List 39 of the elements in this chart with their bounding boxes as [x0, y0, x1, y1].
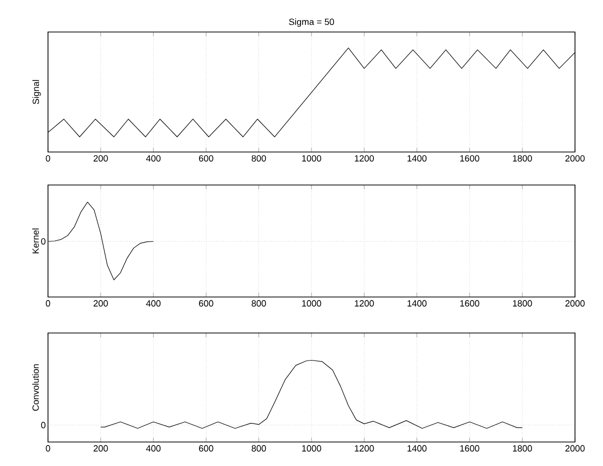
x-tick-label: 400 — [146, 300, 161, 307]
x-tick-label: 400 — [146, 155, 161, 162]
x-tick-label: 1800 — [512, 155, 532, 162]
x-tick-label: 1400 — [408, 300, 427, 307]
x-tick-label: 600 — [199, 155, 214, 162]
chart-title: Sigma = 50 — [289, 18, 334, 27]
y-axis-title: Kernel — [32, 228, 39, 254]
x-tick-label: 600 — [199, 300, 214, 307]
x-tick-label: 600 — [199, 445, 214, 452]
x-tick-label: 800 — [252, 445, 266, 452]
x-tick-label: 1200 — [354, 445, 374, 452]
x-tick-label: 1000 — [302, 155, 322, 162]
x-tick-label: 1000 — [302, 445, 322, 452]
x-tick-label: 800 — [252, 300, 266, 307]
ref-line-label: 0 — [41, 238, 46, 245]
x-tick-label: 2000 — [565, 445, 585, 452]
x-tick-label: 0 — [46, 155, 50, 162]
x-tick-label: 200 — [94, 155, 108, 162]
x-tick-label: 2000 — [565, 155, 585, 162]
ref-line-label: 0 — [41, 422, 46, 428]
x-tick-label: 1600 — [460, 155, 480, 162]
x-tick-label: 200 — [94, 300, 108, 307]
x-tick-label: 1600 — [460, 445, 480, 452]
x-tick-label: 1200 — [354, 155, 374, 162]
x-tick-label: 0 — [46, 300, 50, 307]
y-axis-title: Signal — [32, 80, 41, 104]
x-tick-label: 1400 — [408, 445, 427, 452]
x-tick-label: 1000 — [302, 300, 322, 307]
x-tick-label: 1200 — [354, 300, 374, 307]
x-tick-label: 2000 — [565, 300, 585, 307]
x-tick-label: 200 — [94, 445, 108, 452]
x-tick-label: 1800 — [512, 300, 532, 307]
x-tick-label: 1800 — [512, 445, 532, 452]
x-tick-label: 400 — [146, 445, 161, 452]
x-tick-label: 1600 — [460, 300, 480, 307]
x-tick-label: 0 — [46, 445, 50, 452]
x-tick-label: 1400 — [408, 155, 427, 162]
y-axis-title: Convolution — [32, 364, 39, 411]
x-tick-label: 800 — [252, 155, 266, 162]
